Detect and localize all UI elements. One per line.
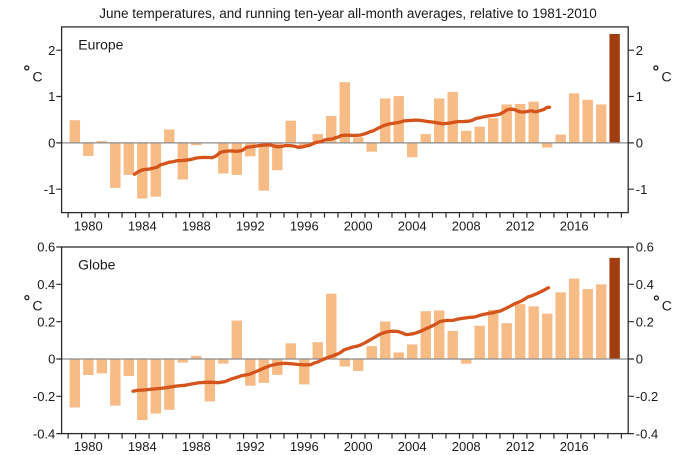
svg-text:0.4: 0.4 <box>37 277 55 292</box>
svg-text:-0.4: -0.4 <box>636 426 658 441</box>
svg-text:2008: 2008 <box>452 439 481 454</box>
svg-text:1: 1 <box>636 89 643 104</box>
svg-text:0.4: 0.4 <box>636 277 654 292</box>
svg-text:1984: 1984 <box>128 219 157 234</box>
svg-text:2000: 2000 <box>344 439 373 454</box>
svg-text:2004: 2004 <box>398 439 427 454</box>
svg-text:2: 2 <box>636 43 643 58</box>
svg-text:-0.2: -0.2 <box>33 389 55 404</box>
svg-text:C: C <box>662 299 672 315</box>
svg-text:2012: 2012 <box>506 439 535 454</box>
svg-text:0: 0 <box>636 352 643 367</box>
svg-text:0.6: 0.6 <box>636 240 654 255</box>
svg-text:0.2: 0.2 <box>636 314 654 329</box>
svg-text:1992: 1992 <box>236 219 265 234</box>
svg-text:2000: 2000 <box>344 219 373 234</box>
svg-text:C: C <box>32 70 42 86</box>
svg-text:1: 1 <box>48 89 55 104</box>
svg-text:0: 0 <box>48 352 55 367</box>
svg-text:2: 2 <box>48 43 55 58</box>
svg-text:C: C <box>32 299 42 315</box>
svg-text:0: 0 <box>636 136 643 151</box>
svg-text:1996: 1996 <box>290 219 319 234</box>
svg-text:1996: 1996 <box>290 439 319 454</box>
svg-text:C: C <box>661 70 671 86</box>
svg-text:1980: 1980 <box>74 219 103 234</box>
svg-text:2016: 2016 <box>560 439 589 454</box>
svg-text:-1: -1 <box>44 182 56 197</box>
svg-text:2008: 2008 <box>452 219 481 234</box>
svg-text:2016: 2016 <box>560 219 589 234</box>
svg-text:Europe: Europe <box>78 37 123 53</box>
svg-text:1988: 1988 <box>182 439 211 454</box>
svg-text:-0.4: -0.4 <box>33 426 55 441</box>
svg-text:1988: 1988 <box>182 219 211 234</box>
svg-text:-0.2: -0.2 <box>636 389 658 404</box>
svg-text:1980: 1980 <box>74 439 103 454</box>
svg-text:0: 0 <box>48 136 55 151</box>
svg-text:0.6: 0.6 <box>37 240 55 255</box>
svg-text:0.2: 0.2 <box>37 314 55 329</box>
svg-text:1992: 1992 <box>236 439 265 454</box>
svg-text:2004: 2004 <box>398 219 427 234</box>
svg-text:Globe: Globe <box>78 257 116 273</box>
svg-text:2012: 2012 <box>506 219 535 234</box>
svg-text:1984: 1984 <box>128 439 157 454</box>
svg-text:June temperatures, and running: June temperatures, and running ten-year … <box>99 6 597 21</box>
svg-text:-1: -1 <box>636 182 648 197</box>
